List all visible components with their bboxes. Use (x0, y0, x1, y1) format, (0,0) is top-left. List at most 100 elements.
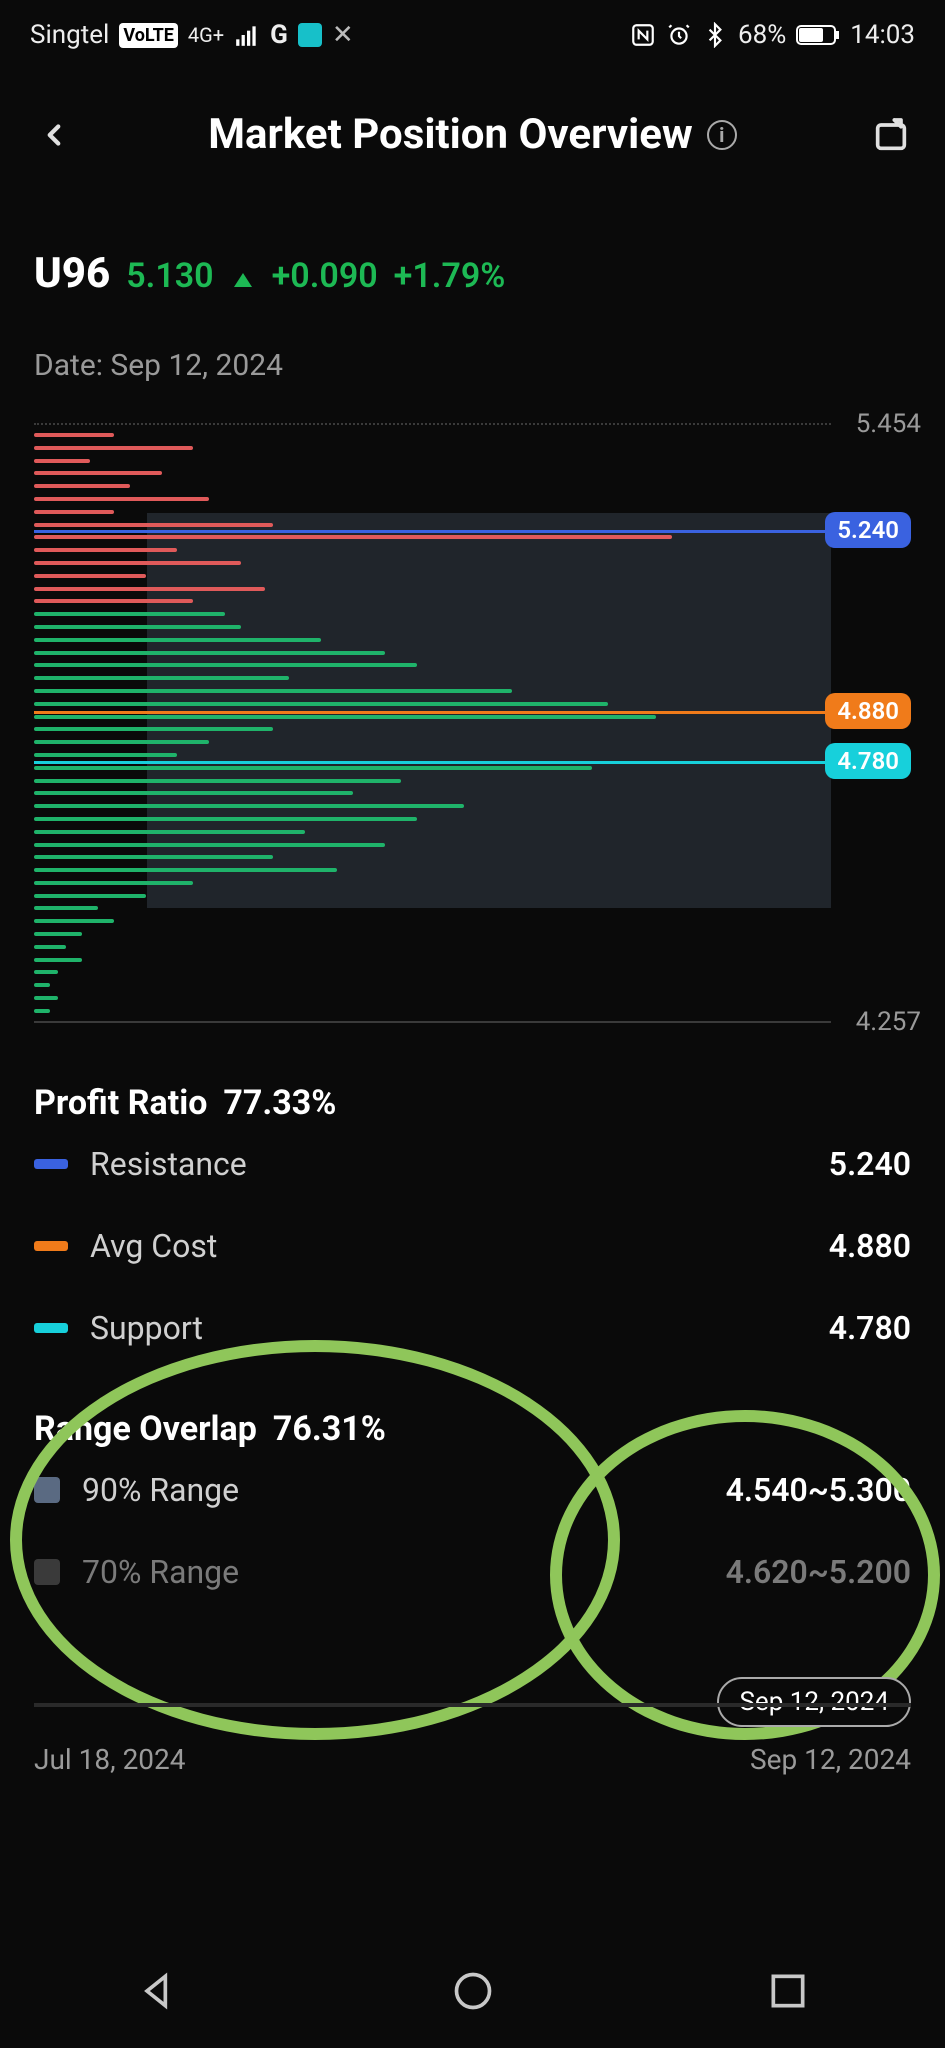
profile-bar (34, 791, 353, 795)
profile-bar (34, 868, 337, 872)
profile-bar (34, 894, 146, 898)
legend-label: Resistance (90, 1145, 829, 1183)
legend-value: 4.780 (829, 1309, 911, 1347)
profile-bar (34, 945, 66, 949)
profile-bar (34, 753, 177, 757)
info-icon[interactable]: i (707, 120, 737, 150)
profile-bar (34, 702, 608, 706)
profile-bar (34, 906, 98, 910)
network-label: 4G+ (188, 23, 224, 47)
profile-bar (34, 881, 193, 885)
nav-recent-button[interactable] (766, 1969, 810, 2017)
chart-top-value: 5.454 (856, 409, 921, 439)
back-button[interactable] (30, 111, 78, 159)
timeline-track (34, 1703, 911, 1707)
bluetooth-icon (702, 22, 728, 48)
carrier-label: Singtel (30, 20, 109, 50)
profile-bar (34, 497, 209, 501)
date-label: Date: Sep 12, 2024 (0, 308, 945, 403)
google-icon: G (270, 20, 288, 50)
alarm-icon (666, 22, 692, 48)
profile-bar (34, 919, 114, 923)
arrow-up-icon (234, 273, 252, 287)
profile-bar (34, 689, 512, 693)
profile-bar (34, 1009, 50, 1013)
nfc-icon (630, 22, 656, 48)
profile-bar (34, 804, 464, 808)
profile-bar (34, 970, 58, 974)
circle-home-icon (451, 1969, 495, 2013)
range-row: 70% Range4.620~5.200 (34, 1531, 911, 1613)
profile-bar (34, 996, 58, 1000)
range-row: 90% Range4.540~5.300 (34, 1449, 911, 1531)
profile-bar (34, 932, 82, 936)
legend-label: Support (90, 1309, 829, 1347)
range-overlap-section: Range Overlap 76.31% 90% Range4.540~5.30… (0, 1369, 945, 1613)
profile-bar (34, 715, 656, 719)
ticker-symbol: U96 (34, 249, 110, 298)
system-nav-bar (0, 1938, 945, 2048)
timeline-current-pill[interactable]: Sep 12, 2024 (717, 1677, 911, 1727)
profile-bar (34, 843, 385, 847)
range-swatch (34, 1477, 60, 1503)
profile-bar (34, 830, 305, 834)
range-label: 70% Range (82, 1553, 726, 1591)
volte-badge: VoLTE (119, 23, 178, 48)
legend-label: Avg Cost (90, 1227, 829, 1265)
chart-bottom-gridline (34, 1021, 831, 1023)
avgcost-line-label: 4.880 (825, 693, 911, 729)
profile-bar (34, 625, 241, 629)
signal-icon (234, 22, 260, 48)
range-value: 4.540~5.300 (726, 1471, 911, 1509)
timeline-slider[interactable]: Sep 12, 2024 Jul 18, 2024 Sep 12, 2024 (34, 1703, 911, 1776)
battery-icon (796, 23, 840, 47)
resistance-line-label: 5.240 (825, 512, 911, 548)
nav-home-button[interactable] (451, 1969, 495, 2017)
share-button[interactable] (867, 111, 915, 159)
profile-bar (34, 535, 672, 539)
ticker-row: U96 5.130 +0.090 +1.79% (0, 169, 945, 308)
range-overlap-title: Range Overlap (34, 1409, 257, 1449)
profile-bar (34, 574, 146, 578)
battery-pct: 68% (738, 20, 786, 50)
app-icon-2: ✕ (332, 20, 354, 50)
profile-bar (34, 599, 193, 603)
profile-bar (34, 433, 114, 437)
profile-bar (34, 817, 417, 821)
square-recent-icon (766, 1969, 810, 2013)
profile-bar (34, 471, 162, 475)
ticker-pct: +1.79% (394, 256, 506, 296)
range-value: 4.620~5.200 (726, 1553, 911, 1591)
profile-bar (34, 676, 289, 680)
app-icon-1 (298, 23, 322, 47)
triangle-back-icon (136, 1969, 180, 2013)
legend-swatch (34, 1241, 68, 1251)
profile-bar (34, 510, 114, 514)
range-swatch (34, 1559, 60, 1585)
profile-bar (34, 663, 417, 667)
profile-bar (34, 446, 193, 450)
ticker-price: 5.130 (126, 256, 213, 296)
timeline-start-label: Jul 18, 2024 (34, 1743, 186, 1776)
profile-bar (34, 612, 225, 616)
profit-ratio-section: Profit Ratio 77.33% Resistance5.240Avg C… (0, 1023, 945, 1369)
profile-bar (34, 983, 50, 987)
profile-bar (34, 459, 90, 463)
legend-row: Avg Cost4.880 (34, 1205, 911, 1287)
clock-label: 14:03 (850, 20, 915, 50)
title-row: Market Position Overview i (0, 70, 945, 169)
profile-bar (34, 561, 241, 565)
profile-bar (34, 779, 401, 783)
profit-ratio-title: Profit Ratio (34, 1083, 207, 1123)
profit-ratio-value: 77.33% (223, 1083, 336, 1123)
profile-bar (34, 638, 321, 642)
volume-profile-chart[interactable]: 5.454 4.257 5.2404.8804.780 (34, 423, 911, 1023)
support-line (34, 761, 831, 764)
range-label: 90% Range (82, 1471, 726, 1509)
resistance-line (34, 530, 831, 533)
profile-bar (34, 548, 177, 552)
nav-back-button[interactable] (136, 1969, 180, 2017)
profile-bar (34, 523, 273, 527)
chart-bottom-value: 4.257 (856, 1007, 921, 1037)
profile-bar (34, 587, 265, 591)
